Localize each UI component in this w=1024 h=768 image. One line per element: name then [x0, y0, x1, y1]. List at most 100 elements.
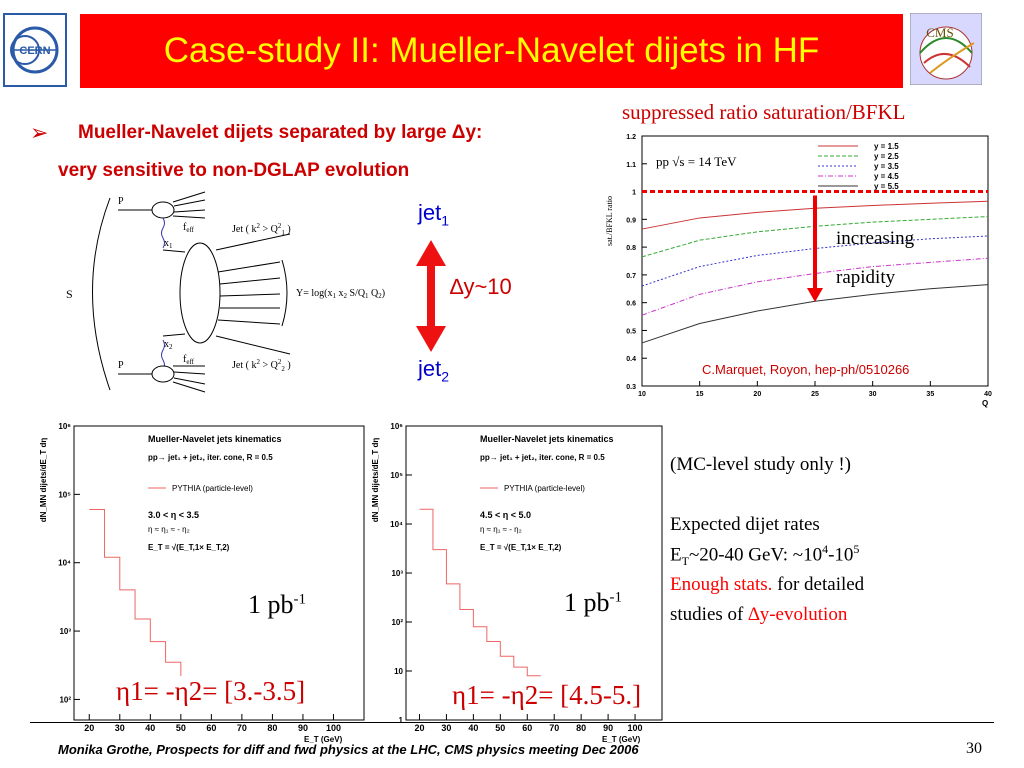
hist-left-xtick-label: 60	[206, 723, 216, 733]
ratio-xtick-label: 35	[926, 391, 934, 398]
hist-right-ytick-label: 1	[399, 716, 404, 725]
hist-left-eta-relation: η ≈ η₁ ≈ - η₂	[148, 525, 190, 534]
hist-left-ytick-label: 10⁵	[58, 490, 71, 499]
hist-right-xlabel: E_T (GeV)	[602, 735, 641, 744]
ratio-reference-citation: C.Marquet, Royon, hep-ph/0510266	[702, 362, 909, 377]
hist-right-xtick-label: 40	[468, 723, 478, 733]
ratio-series-line	[641, 257, 989, 316]
diagram-f-bottom: feff	[183, 354, 195, 366]
hist-right-xtick-label: 60	[522, 723, 532, 733]
diagram-P-bottom: P	[118, 360, 124, 371]
hist-right-xtick-label: 80	[576, 723, 586, 733]
ratio-ylabel: sat./BFKL ratio	[605, 196, 614, 246]
slide-title-bar: Case-study II: Mueller-Navelet dijets in…	[80, 14, 903, 88]
ratio-legend-label: y = 2.5	[874, 152, 899, 161]
diagram-jet-top: Jet ( k2 > Q21 )	[232, 222, 291, 237]
cern-logo: CERN	[3, 13, 67, 87]
hist-left-xtick-label: 20	[84, 723, 94, 733]
hist-left-title: Mueller-Navelet jets kinematics	[148, 434, 282, 444]
right-eta-label: η1= -η2= [4.5-5.]	[452, 680, 642, 711]
hist-right-et-def: E_T = √(E_T,1× E_T,2)	[480, 543, 562, 552]
ratio-xtick-label: 20	[753, 391, 761, 398]
hist-right-xtick-label: 100	[628, 723, 643, 733]
mueller-navelet-diagram: S P feff x1 Jet ( k2 > Q21 ) Y= log(x1 x…	[66, 191, 385, 393]
ratio-xtick-label: 25	[811, 391, 819, 398]
diagram-S: S	[66, 287, 73, 301]
hist-left-frame	[73, 425, 365, 721]
ratio-xtick-label: 10	[638, 391, 646, 398]
hist-right-xtick-label: 90	[603, 723, 613, 733]
footer-text: Monika Grothe, Prospects for diff and fw…	[58, 742, 639, 757]
footer-rule	[30, 722, 994, 723]
hist-left-xlabel: E_T (GeV)	[304, 735, 343, 744]
hist-left-ytick-label: 10²	[59, 695, 71, 704]
mc-note: (MC-level study only !)	[670, 454, 852, 475]
cms-logo-text: CMS	[926, 25, 953, 40]
delta-y-label: ∆y~10	[450, 274, 512, 299]
slide-title: Case-study II: Mueller-Navelet dijets in…	[163, 31, 820, 70]
ratio-ytick-label: 0.4	[626, 356, 636, 363]
ratio-ytick-label: 0.8	[626, 245, 636, 252]
ratio-heading: suppressed ratio saturation/BFKL	[622, 100, 906, 124]
ratio-legend-label: y = 3.5	[874, 162, 899, 171]
hist-right-xtick-label: 50	[495, 723, 505, 733]
diagram-jet-bottom: Jet ( k2 > Q22 )	[232, 358, 291, 373]
arrow-jet1-label: jet1	[418, 200, 450, 229]
ratio-xtick-label: 40	[984, 391, 992, 398]
ratio-arrow-head	[807, 288, 823, 302]
bullet-line-1: Mueller-Navelet dijets separated by larg…	[78, 122, 483, 143]
left-lumi-label: 1 pb-1	[248, 590, 306, 619]
ratio-pp-label: pp √s = 14 TeV	[656, 154, 737, 169]
ratio-ytick-label: 1.2	[626, 134, 636, 141]
right-lumi-label: 1 pb-1	[564, 588, 622, 617]
ratio-ytick-label: 1.1	[626, 162, 636, 169]
ratio-legend-label: y = 5.5	[874, 182, 899, 191]
hist-left-ytick-label: 10³	[59, 627, 71, 636]
hist-left-ytick-label: 10⁴	[58, 559, 71, 568]
hist-right-process: pp→ jet₁ + jet₂, iter. cone, R = 0.5	[480, 453, 605, 462]
bullet-line-2: very sensitive to non-DGLAP evolution	[58, 160, 410, 181]
arrow-jet2-label: jet2	[418, 356, 450, 385]
hist-right-xtick-label: 20	[414, 723, 424, 733]
cern-logo-text: CERN	[19, 45, 50, 57]
hist-left-ylabel: dN_MN dijets/dE_T dη	[39, 438, 48, 523]
hist-left-legend-label: PYTHIA (particle-level)	[172, 484, 253, 493]
ratio-rapidity-label: rapidity	[836, 267, 896, 288]
hist-left-eta-range: 3.0 < η < 3.5	[148, 510, 199, 520]
hist-right-xtick-label: 30	[441, 723, 451, 733]
left-eta-label: η1= -η2= [3.-3.5]	[116, 676, 306, 707]
hist-left-ytick-label: 10⁶	[58, 422, 71, 431]
enough-line: Enough stats. for detailed	[670, 574, 865, 595]
hist-right-ytick-label: 10⁶	[390, 422, 403, 431]
ratio-ytick-label: 0.9	[626, 217, 636, 224]
ratio-chart: 0.3 0.4 0.5 0.6 0.7 0.8 0.9 1 1.1 1.2 10 15 20 25 30 35…	[605, 134, 992, 408]
hist-left-xtick-label: 50	[176, 723, 186, 733]
rates-line: Expected dijet rates	[670, 514, 820, 535]
cms-logo: CMS	[909, 12, 983, 86]
hist-right-eta-relation: η ≈ η₁ ≈ - η₂	[480, 525, 522, 534]
hist-right-ytick-label: 10²	[391, 618, 403, 627]
hist-left-xtick-label: 70	[237, 723, 247, 733]
double-arrow	[416, 240, 446, 352]
ratio-increasing-label: increasing	[836, 228, 915, 249]
hist-right-histogram	[419, 508, 541, 677]
hist-left-xtick-label: 80	[267, 723, 277, 733]
hist-left-xtick-label: 40	[145, 723, 155, 733]
hist-left-xtick-label: 100	[326, 723, 341, 733]
ratio-xlabel: Q	[982, 399, 988, 408]
hist-right-ylabel: dN_MN dijets/dE_T dη	[371, 438, 380, 523]
ratio-ytick-label: 1	[632, 190, 636, 197]
ratio-ytick-label: 0.7	[626, 273, 636, 280]
diagram-x2: x2	[164, 339, 173, 351]
hist-right-ytick-label: 10	[394, 667, 403, 676]
et-spectrum-right: 1 10 10² 10³ 10⁴ 10⁵ 10⁶ 20 30 40 50 60 70 80 90 100 E_T…	[371, 422, 663, 744]
ratio-legend-label: y = 4.5	[874, 172, 899, 181]
ratio-xtick-label: 30	[869, 391, 877, 398]
diagram-Y-formula: Y= log(x1 x2 S/Q1 Q2)	[296, 288, 385, 300]
hist-right-ytick-label: 10⁴	[390, 520, 403, 529]
diagram-f-top: feff	[183, 222, 195, 234]
hist-right-frame	[405, 425, 663, 721]
ratio-legend-label: y = 1.5	[874, 142, 899, 151]
hist-right-ytick-label: 10³	[391, 569, 403, 578]
diagram-P-top: P	[118, 196, 124, 207]
